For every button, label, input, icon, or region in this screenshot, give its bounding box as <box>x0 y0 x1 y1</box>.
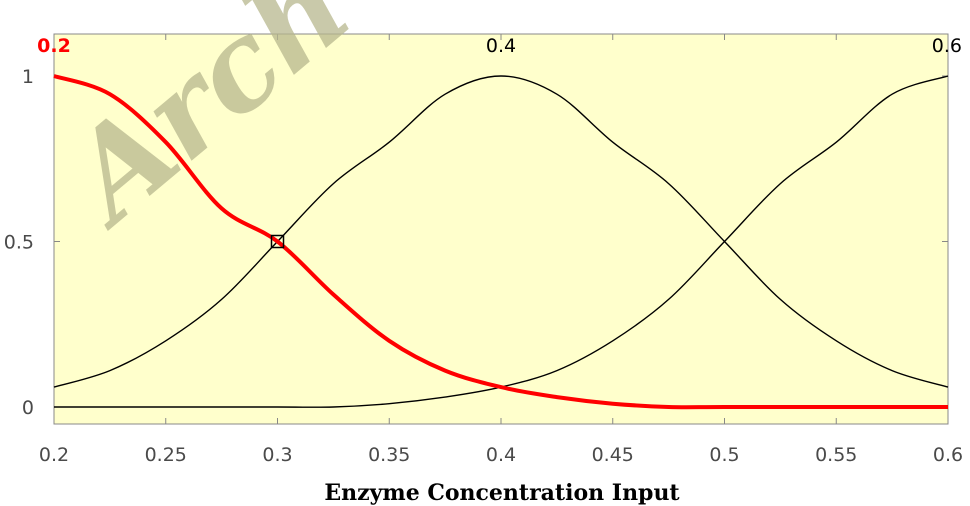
series-label-0.4: 0.4 <box>486 35 516 57</box>
series-label-0.6: 0.6 <box>932 35 962 57</box>
intersection-marker <box>270 234 285 249</box>
x-tick-label: 0.6 <box>933 444 963 466</box>
x-axis-label: Enzyme Concentration Input <box>324 480 680 506</box>
series-line-0.6 <box>53 75 949 408</box>
x-tick-label: 0.5 <box>709 444 739 466</box>
x-tick-label: 0.25 <box>145 444 187 466</box>
axis-ticks: 0.2 0.25 0.3 0.35 0.4 0.45 0.5 0.55 0.6 0 0.5 1 <box>4 34 963 466</box>
series-labels: 0.4 0.6 0.2 <box>37 35 962 57</box>
series-curves <box>53 74 949 410</box>
plot-area <box>53 33 949 425</box>
series-line-0.2 <box>53 74 948 410</box>
y-tick-label: 0 <box>22 397 34 419</box>
x-tick-label: 0.35 <box>368 444 410 466</box>
x-tick-label: 0.2 <box>39 444 69 466</box>
y-tick-label: 1 <box>22 66 34 88</box>
x-tick-label: 0.45 <box>592 444 634 466</box>
marker-layer <box>270 234 285 249</box>
y-tick-label: 0.5 <box>4 232 34 254</box>
x-tick-label: 0.55 <box>815 444 857 466</box>
x-tick-label: 0.4 <box>486 444 516 466</box>
series-label-0.2: 0.2 <box>37 35 71 57</box>
series-line-0.4 <box>53 75 949 388</box>
x-tick-label: 0.3 <box>262 444 292 466</box>
